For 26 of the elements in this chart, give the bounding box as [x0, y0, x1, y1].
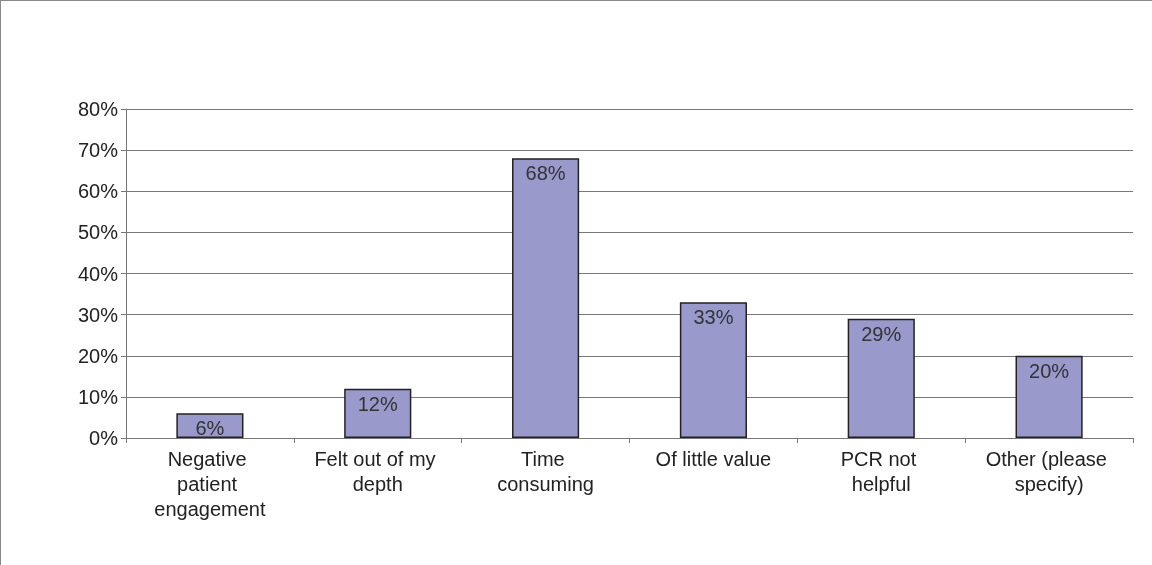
bar — [344, 388, 412, 438]
bar — [1015, 355, 1083, 438]
data-label: 12% — [357, 392, 398, 415]
y-tick-label: 40% — [77, 262, 119, 285]
y-tick-label: 20% — [77, 344, 119, 367]
y-tick-label: 30% — [77, 303, 119, 326]
bar — [679, 302, 747, 438]
bar — [847, 318, 915, 438]
bar — [512, 158, 580, 438]
data-label: 68% — [525, 162, 566, 185]
x-tick-label: Of little value — [655, 447, 772, 470]
y-tick-label: 0% — [89, 427, 119, 449]
y-tick-label: 60% — [77, 180, 119, 203]
x-tick-label: Negative patient engagement — [154, 447, 266, 520]
data-label: 20% — [1029, 359, 1070, 382]
x-tick-label: PCR not helpful — [840, 447, 922, 495]
x-tick-label: Felt out of my depth — [314, 447, 442, 495]
y-tick-label: 10% — [77, 385, 119, 408]
data-label: 33% — [693, 306, 734, 329]
x-tick-label: Time consuming — [497, 447, 594, 495]
y-tick-label: 80% — [77, 98, 119, 120]
data-label: 6% — [195, 417, 225, 440]
x-tick-label: Other (please specify) — [985, 447, 1113, 495]
y-tick-label: 70% — [77, 139, 119, 162]
data-label: 29% — [861, 322, 902, 345]
y-tick-label: 50% — [77, 221, 119, 244]
